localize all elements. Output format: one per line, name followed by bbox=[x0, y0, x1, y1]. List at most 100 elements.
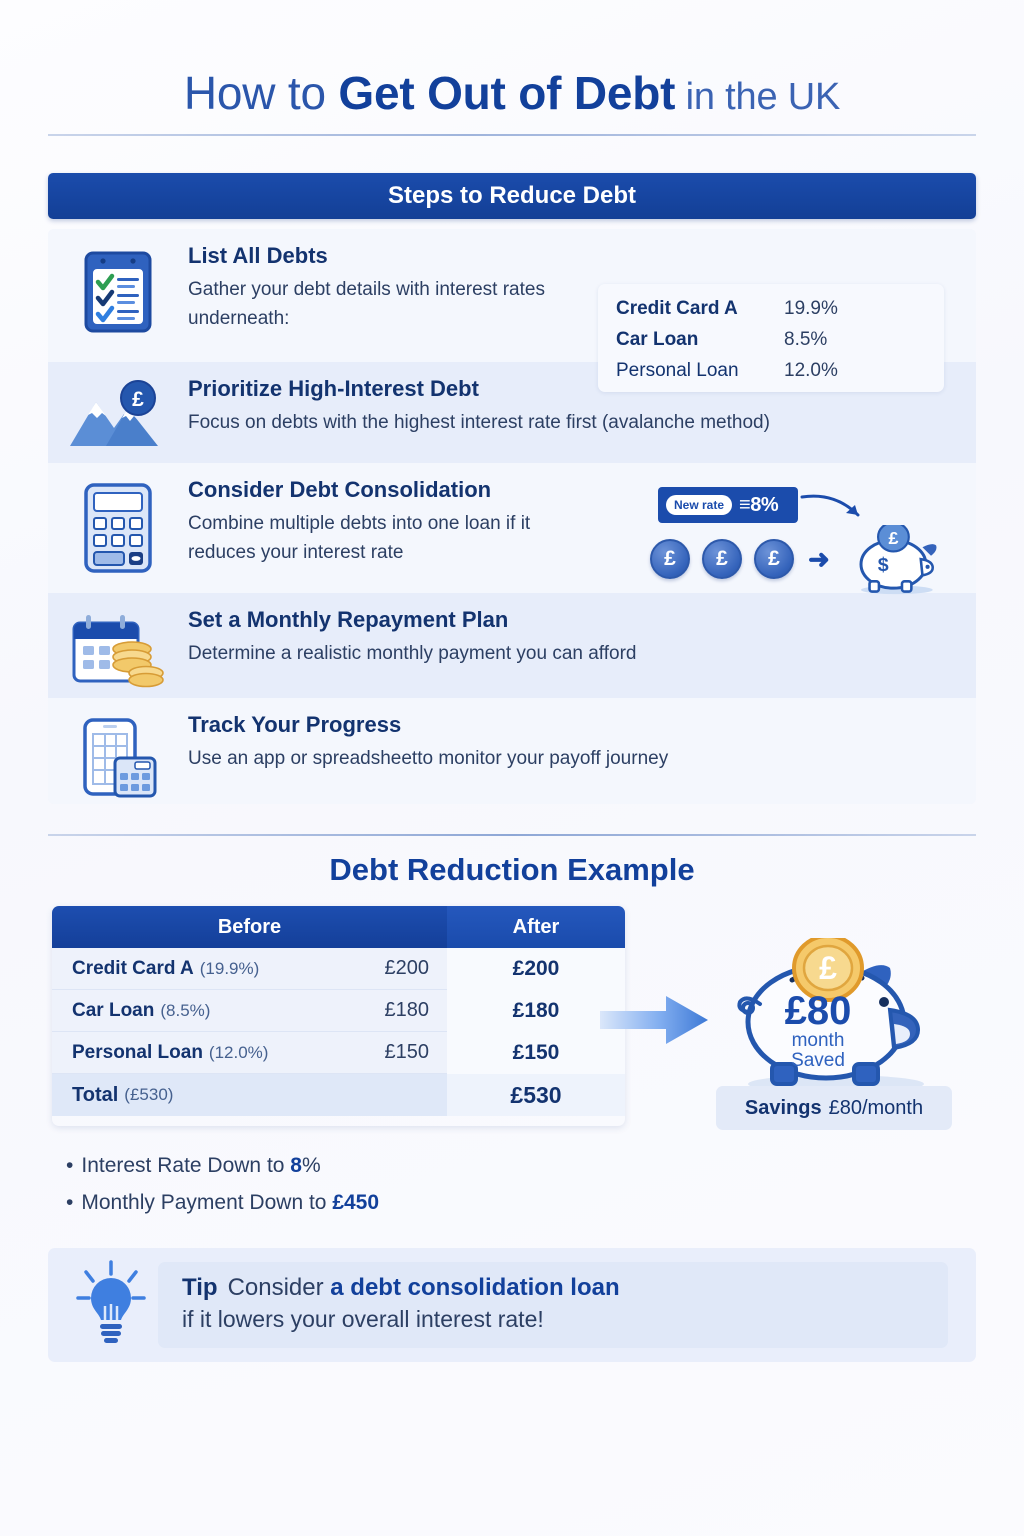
step-body-1: Gather your debt details with interest r… bbox=[188, 279, 545, 330]
step-heading-4: Set a Monthly Repayment Plan bbox=[188, 607, 509, 632]
step-body-5: Use an app or spreadsheetto monitor your… bbox=[188, 748, 669, 769]
new-rate-pill-label: New rate bbox=[666, 495, 733, 515]
piggy-bank-icon: £ $ bbox=[859, 525, 937, 595]
before-amount: £200 bbox=[384, 957, 430, 979]
step-body-3: Combine multiple debts into one loan if … bbox=[188, 513, 531, 564]
lightbulb-icon bbox=[76, 1260, 146, 1343]
mountain-pound-icon: £ bbox=[48, 376, 188, 452]
savings-plate-value: £80/month bbox=[828, 1096, 924, 1119]
calendar-coins-icon bbox=[48, 607, 188, 691]
rate-name: Credit Card A bbox=[616, 298, 738, 319]
rate-name: Car Loan bbox=[616, 329, 699, 350]
title-part-3: in the UK bbox=[675, 76, 841, 118]
table-row: Personal Loan (12.0%) £150 £150 bbox=[52, 1031, 625, 1075]
pound-coin-icon: £ bbox=[702, 539, 742, 579]
savings-pig-line3: Saved bbox=[791, 1050, 845, 1071]
total-after-amount: £530 bbox=[447, 1074, 625, 1116]
rate-row: Personal Loan 12.0% bbox=[616, 360, 926, 382]
savings-pig-amount: £80 bbox=[785, 989, 852, 1033]
step-heading-2: Prioritize High-Interest Debt bbox=[188, 376, 479, 401]
bullet-text: Interest Rate Down to bbox=[81, 1154, 291, 1177]
bullet-monthly-payment: • Monthly Payment Down to £450 bbox=[66, 1185, 686, 1222]
new-rate-badge: New rate ≡8% bbox=[658, 487, 798, 523]
bullet-value: 8 bbox=[290, 1154, 302, 1177]
debt-label: Car Loan bbox=[72, 999, 155, 1021]
after-amount: £150 bbox=[447, 1031, 625, 1075]
arrow-right-large-icon bbox=[600, 996, 708, 1044]
step-text-1: List All Debts Gather your debt details … bbox=[188, 243, 976, 334]
curved-arrow-icon bbox=[800, 494, 860, 517]
bullet-suffix: % bbox=[301, 1154, 321, 1177]
step-text-5: Track Your Progress Use an app or spread… bbox=[188, 712, 976, 773]
bullet-dot-icon: • bbox=[66, 1154, 74, 1177]
piggy-bank-savings-icon: £ £80 month Saved bbox=[737, 938, 924, 1093]
step-heading-1: List All Debts bbox=[188, 243, 328, 268]
step-body-4: Determine a realistic monthly payment yo… bbox=[188, 643, 637, 664]
consolidation-graphic: New rate ≡8% £ £ £ ➜ £ $ bbox=[648, 487, 948, 602]
table-header-row: Before After bbox=[52, 906, 625, 948]
pound-coin-row: £ £ £ ➜ bbox=[650, 539, 830, 579]
before-amount: £180 bbox=[384, 999, 430, 1021]
after-amount: £200 bbox=[447, 947, 625, 991]
phone-spreadsheet-icon bbox=[48, 712, 188, 802]
rate-row: Car Loan 8.5% bbox=[616, 329, 926, 351]
steps-banner: Steps to Reduce Debt bbox=[48, 173, 976, 219]
debt-label: Credit Card A bbox=[72, 957, 194, 979]
rate-value: 19.9% bbox=[784, 298, 838, 319]
debt-rate: (8.5%) bbox=[160, 1000, 211, 1020]
step-text-4: Set a Monthly Repayment Plan Determine a… bbox=[188, 607, 976, 668]
bullet-dot-icon: • bbox=[66, 1190, 74, 1214]
tip-word: Tip bbox=[182, 1274, 218, 1301]
checklist-icon bbox=[48, 243, 188, 337]
tip-line-1: Tip Consider a debt consolidation loan bbox=[182, 1274, 924, 1302]
pound-coin-icon: £ bbox=[754, 539, 794, 579]
total-before-cell: Total (£530) bbox=[52, 1074, 447, 1116]
table-row: Credit Card A (19.9%) £200 £200 bbox=[52, 947, 625, 991]
before-cell: Car Loan (8.5%) £180 bbox=[52, 990, 447, 1032]
table-row: Car Loan (8.5%) £180 £180 bbox=[52, 989, 625, 1033]
step-heading-5: Track Your Progress bbox=[188, 712, 402, 737]
section-divider bbox=[48, 834, 976, 836]
arrow-right-icon: ➜ bbox=[808, 544, 830, 574]
tip-line1-bold: a debt consolidation loan bbox=[330, 1274, 620, 1301]
summary-bullets: • Interest Rate Down to 8% • Monthly Payme… bbox=[66, 1148, 686, 1222]
step-text-3: Consider Debt Consolidation Combine mult… bbox=[188, 477, 976, 568]
before-cell: Credit Card A (19.9%) £200 bbox=[52, 948, 447, 990]
tip-content: Tip Consider a debt consolidation loan if… bbox=[158, 1262, 948, 1348]
step-row-track-progress: Track Your Progress Use an app or spread… bbox=[48, 698, 976, 804]
tip-line1-normal: Consider bbox=[227, 1274, 331, 1301]
step-text-2: Prioritize High-Interest Debt Focus on d… bbox=[188, 376, 976, 437]
savings-pig-line2: month bbox=[792, 1030, 845, 1051]
column-header-after: After bbox=[447, 906, 625, 948]
step-body-2: Focus on debts with the highest interest… bbox=[188, 412, 770, 433]
tip-line-2: if it lowers your overall interest rate! bbox=[182, 1306, 544, 1332]
rate-value: 8.5% bbox=[784, 329, 828, 350]
pound-coin-icon: £ bbox=[650, 539, 690, 579]
rate-value: 12.0% bbox=[784, 360, 838, 381]
bullet-interest-rate: • Interest Rate Down to 8% bbox=[66, 1148, 686, 1185]
bullet-text: Monthly Payment Down to bbox=[81, 1190, 333, 1214]
debt-label: Personal Loan bbox=[72, 1041, 203, 1063]
step-heading-3: Consider Debt Consolidation bbox=[188, 477, 492, 502]
title-part-1: How to bbox=[183, 67, 339, 119]
after-amount: £180 bbox=[447, 989, 625, 1033]
svg-text:£: £ bbox=[819, 950, 837, 986]
svg-text:$: $ bbox=[878, 554, 889, 576]
total-amount-paren: (£530) bbox=[124, 1085, 174, 1104]
comparison-table: Before After Credit Card A (19.9%) £200 … bbox=[52, 906, 625, 1126]
debt-rate: (19.9%) bbox=[199, 958, 260, 978]
savings-plate: Savings £80/month bbox=[716, 1086, 952, 1130]
steps-banner-label: Steps to Reduce Debt bbox=[387, 182, 637, 209]
title-divider bbox=[48, 134, 976, 136]
rate-row: Credit Card A 19.9% bbox=[616, 298, 926, 320]
title-part-2: Get Out of Debt bbox=[338, 67, 676, 119]
debt-rate-card: Credit Card A 19.9% Car Loan 8.5% Person… bbox=[598, 284, 944, 392]
svg-text:£: £ bbox=[888, 528, 898, 548]
svg-text:£: £ bbox=[132, 388, 144, 411]
column-header-before: Before bbox=[52, 906, 447, 948]
before-amount: £150 bbox=[384, 1041, 430, 1063]
step-row-monthly-repayment-plan: Set a Monthly Repayment Plan Determine a… bbox=[48, 593, 976, 698]
total-label: Total bbox=[72, 1083, 119, 1106]
new-rate-value: ≡8% bbox=[739, 493, 779, 516]
rate-name: Personal Loan bbox=[616, 360, 739, 381]
